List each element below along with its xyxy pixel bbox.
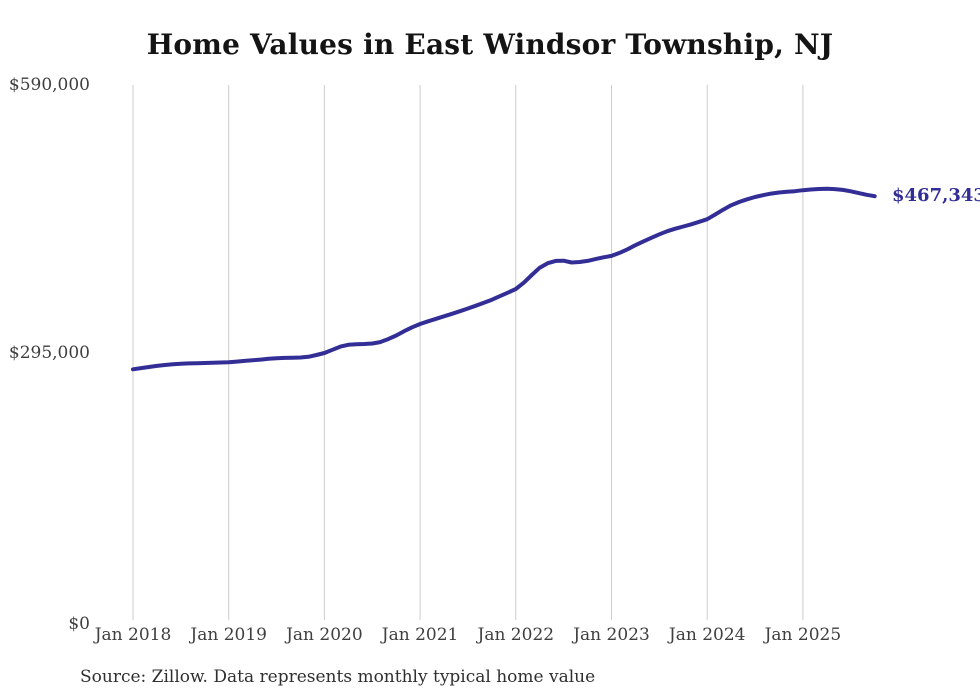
x-tick-label: Jan 2020	[286, 625, 363, 645]
x-tick-label: Jan 2023	[573, 625, 650, 645]
latest-value-label: $467,343	[892, 185, 980, 206]
x-tick-label: Jan 2024	[668, 625, 746, 645]
source-note: Source: Zillow. Data represents monthly …	[80, 667, 596, 687]
x-tick-label: Jan 2022	[477, 625, 555, 645]
chart-title: Home Values in East Windsor Township, NJ	[146, 28, 834, 61]
x-tick-label: Jan 2019	[190, 625, 267, 645]
x-tick-label: Jan 2018	[94, 625, 172, 645]
home-value-line	[131, 186, 877, 372]
y-tick-label: $590,000	[8, 75, 90, 95]
y-tick-label: $295,000	[8, 342, 90, 363]
x-tick-label: Jan 2021	[381, 625, 459, 645]
y-tick-label: $0	[68, 614, 90, 634]
x-tick-label: Jan 2025	[764, 625, 842, 645]
